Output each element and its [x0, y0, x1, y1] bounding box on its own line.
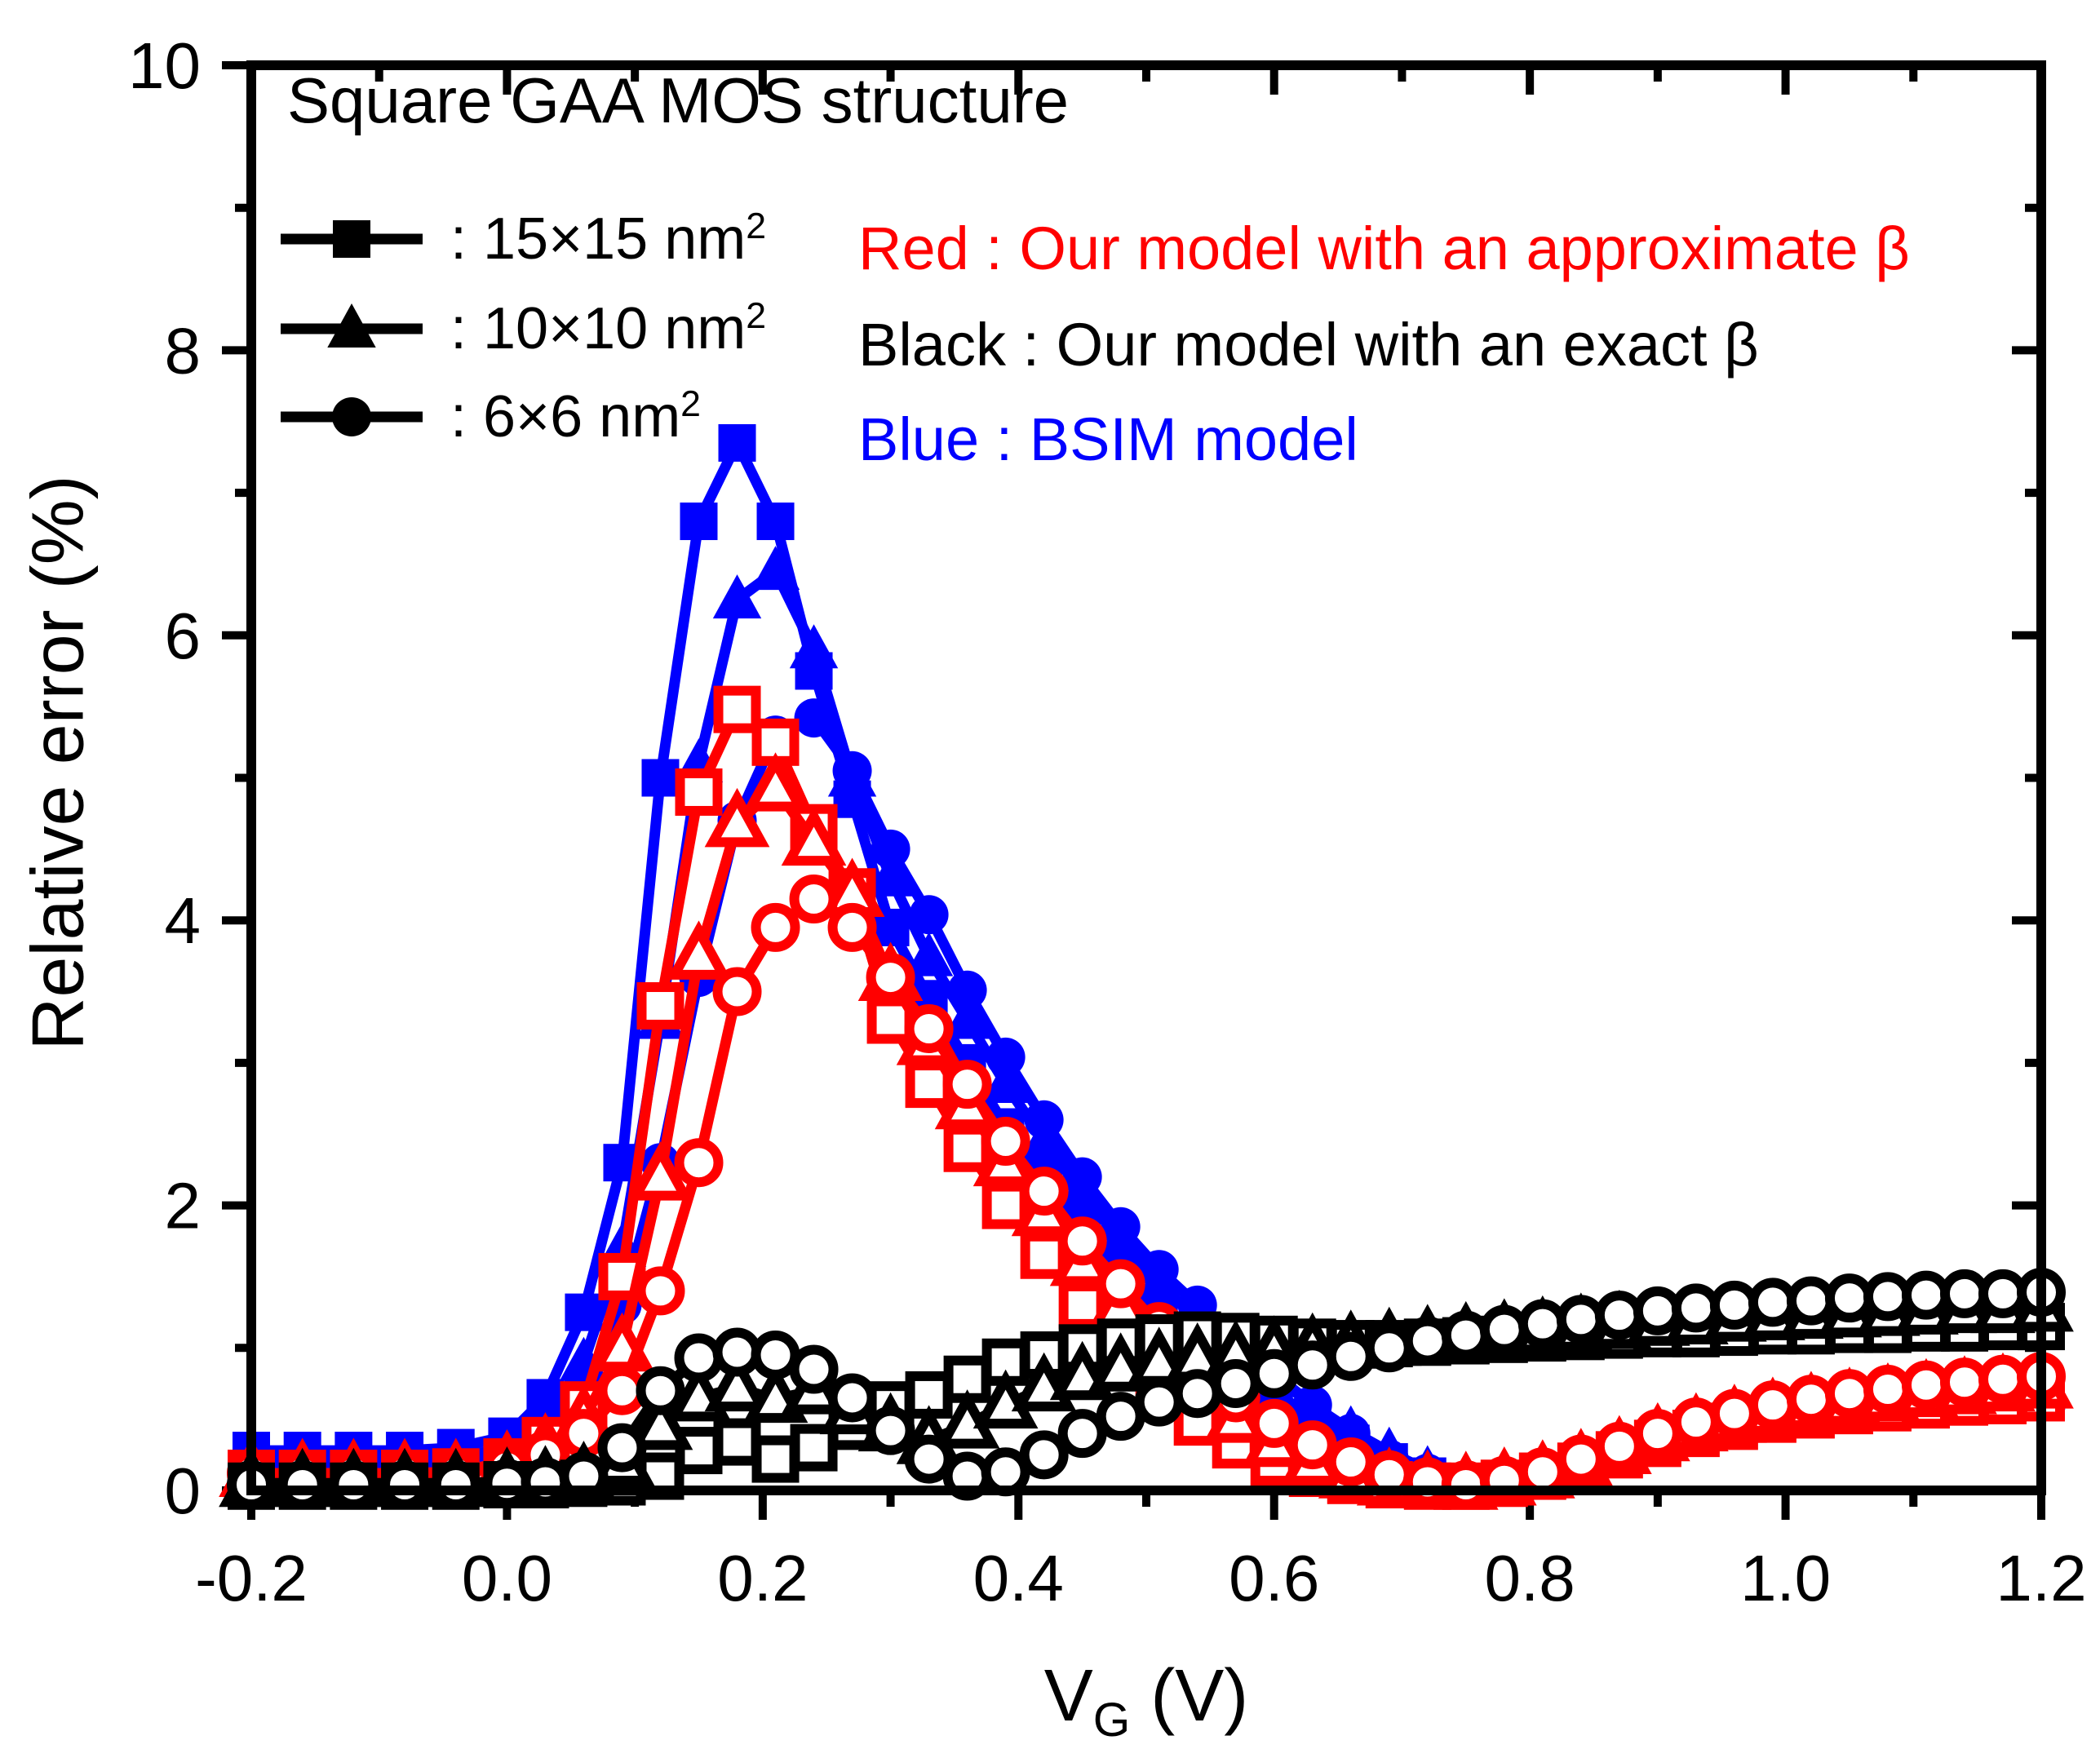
svg-text:-0.2: -0.2	[195, 1542, 308, 1614]
legend-black-model: Black : Our model with an exact β	[858, 311, 1759, 379]
x-tick-labels: -0.2 0.0 0.2 0.4 0.6 0.8 1.0 1.2	[195, 1542, 2087, 1614]
square-marker-icon	[281, 220, 423, 258]
svg-text:4: 4	[165, 884, 202, 957]
svg-text:0.4: 0.4	[973, 1542, 1064, 1614]
svg-text:0.8: 0.8	[1485, 1542, 1575, 1614]
legend-item-15x15: : 15×15 nm2	[274, 206, 766, 272]
circle-marker-icon	[281, 397, 423, 436]
svg-text:0.6: 0.6	[1229, 1542, 1319, 1614]
y-tick-labels: 0 2 4 6 8 10	[128, 29, 201, 1527]
series-8	[227, 1268, 2066, 1510]
legend-red-model: Red : Our model with an approximate β	[858, 215, 1910, 282]
svg-text:1.0: 1.0	[1740, 1542, 1831, 1614]
x-axis-title: VG (V)	[1043, 1655, 1249, 1747]
svg-text:6: 6	[165, 600, 202, 672]
legend-label-6x6: : 6×6 nm2	[450, 384, 701, 449]
legend-label-10x10: : 10×10 nm2	[450, 296, 767, 361]
legend-label-15x15: : 15×15 nm2	[450, 206, 767, 272]
legend-item-10x10: : 10×10 nm2	[274, 295, 766, 362]
triangle-marker-icon	[281, 303, 423, 348]
legend-blue-model: Blue : BSIM model	[858, 405, 1358, 473]
svg-text:10: 10	[128, 29, 201, 102]
chart-title: Square GAA MOS structure	[287, 64, 1070, 136]
svg-text:8: 8	[165, 314, 202, 387]
svg-text:0.2: 0.2	[717, 1542, 808, 1614]
svg-text:0: 0	[165, 1455, 202, 1527]
plot-frame	[246, 60, 2046, 1495]
legend-item-6x6: : 6×6 nm2	[274, 383, 701, 450]
svg-text:1.2: 1.2	[1996, 1542, 2086, 1614]
y-axis-title: Relative error (%)	[17, 475, 100, 1051]
svg-text:0.0: 0.0	[462, 1542, 552, 1614]
svg-text:2: 2	[165, 1170, 202, 1242]
